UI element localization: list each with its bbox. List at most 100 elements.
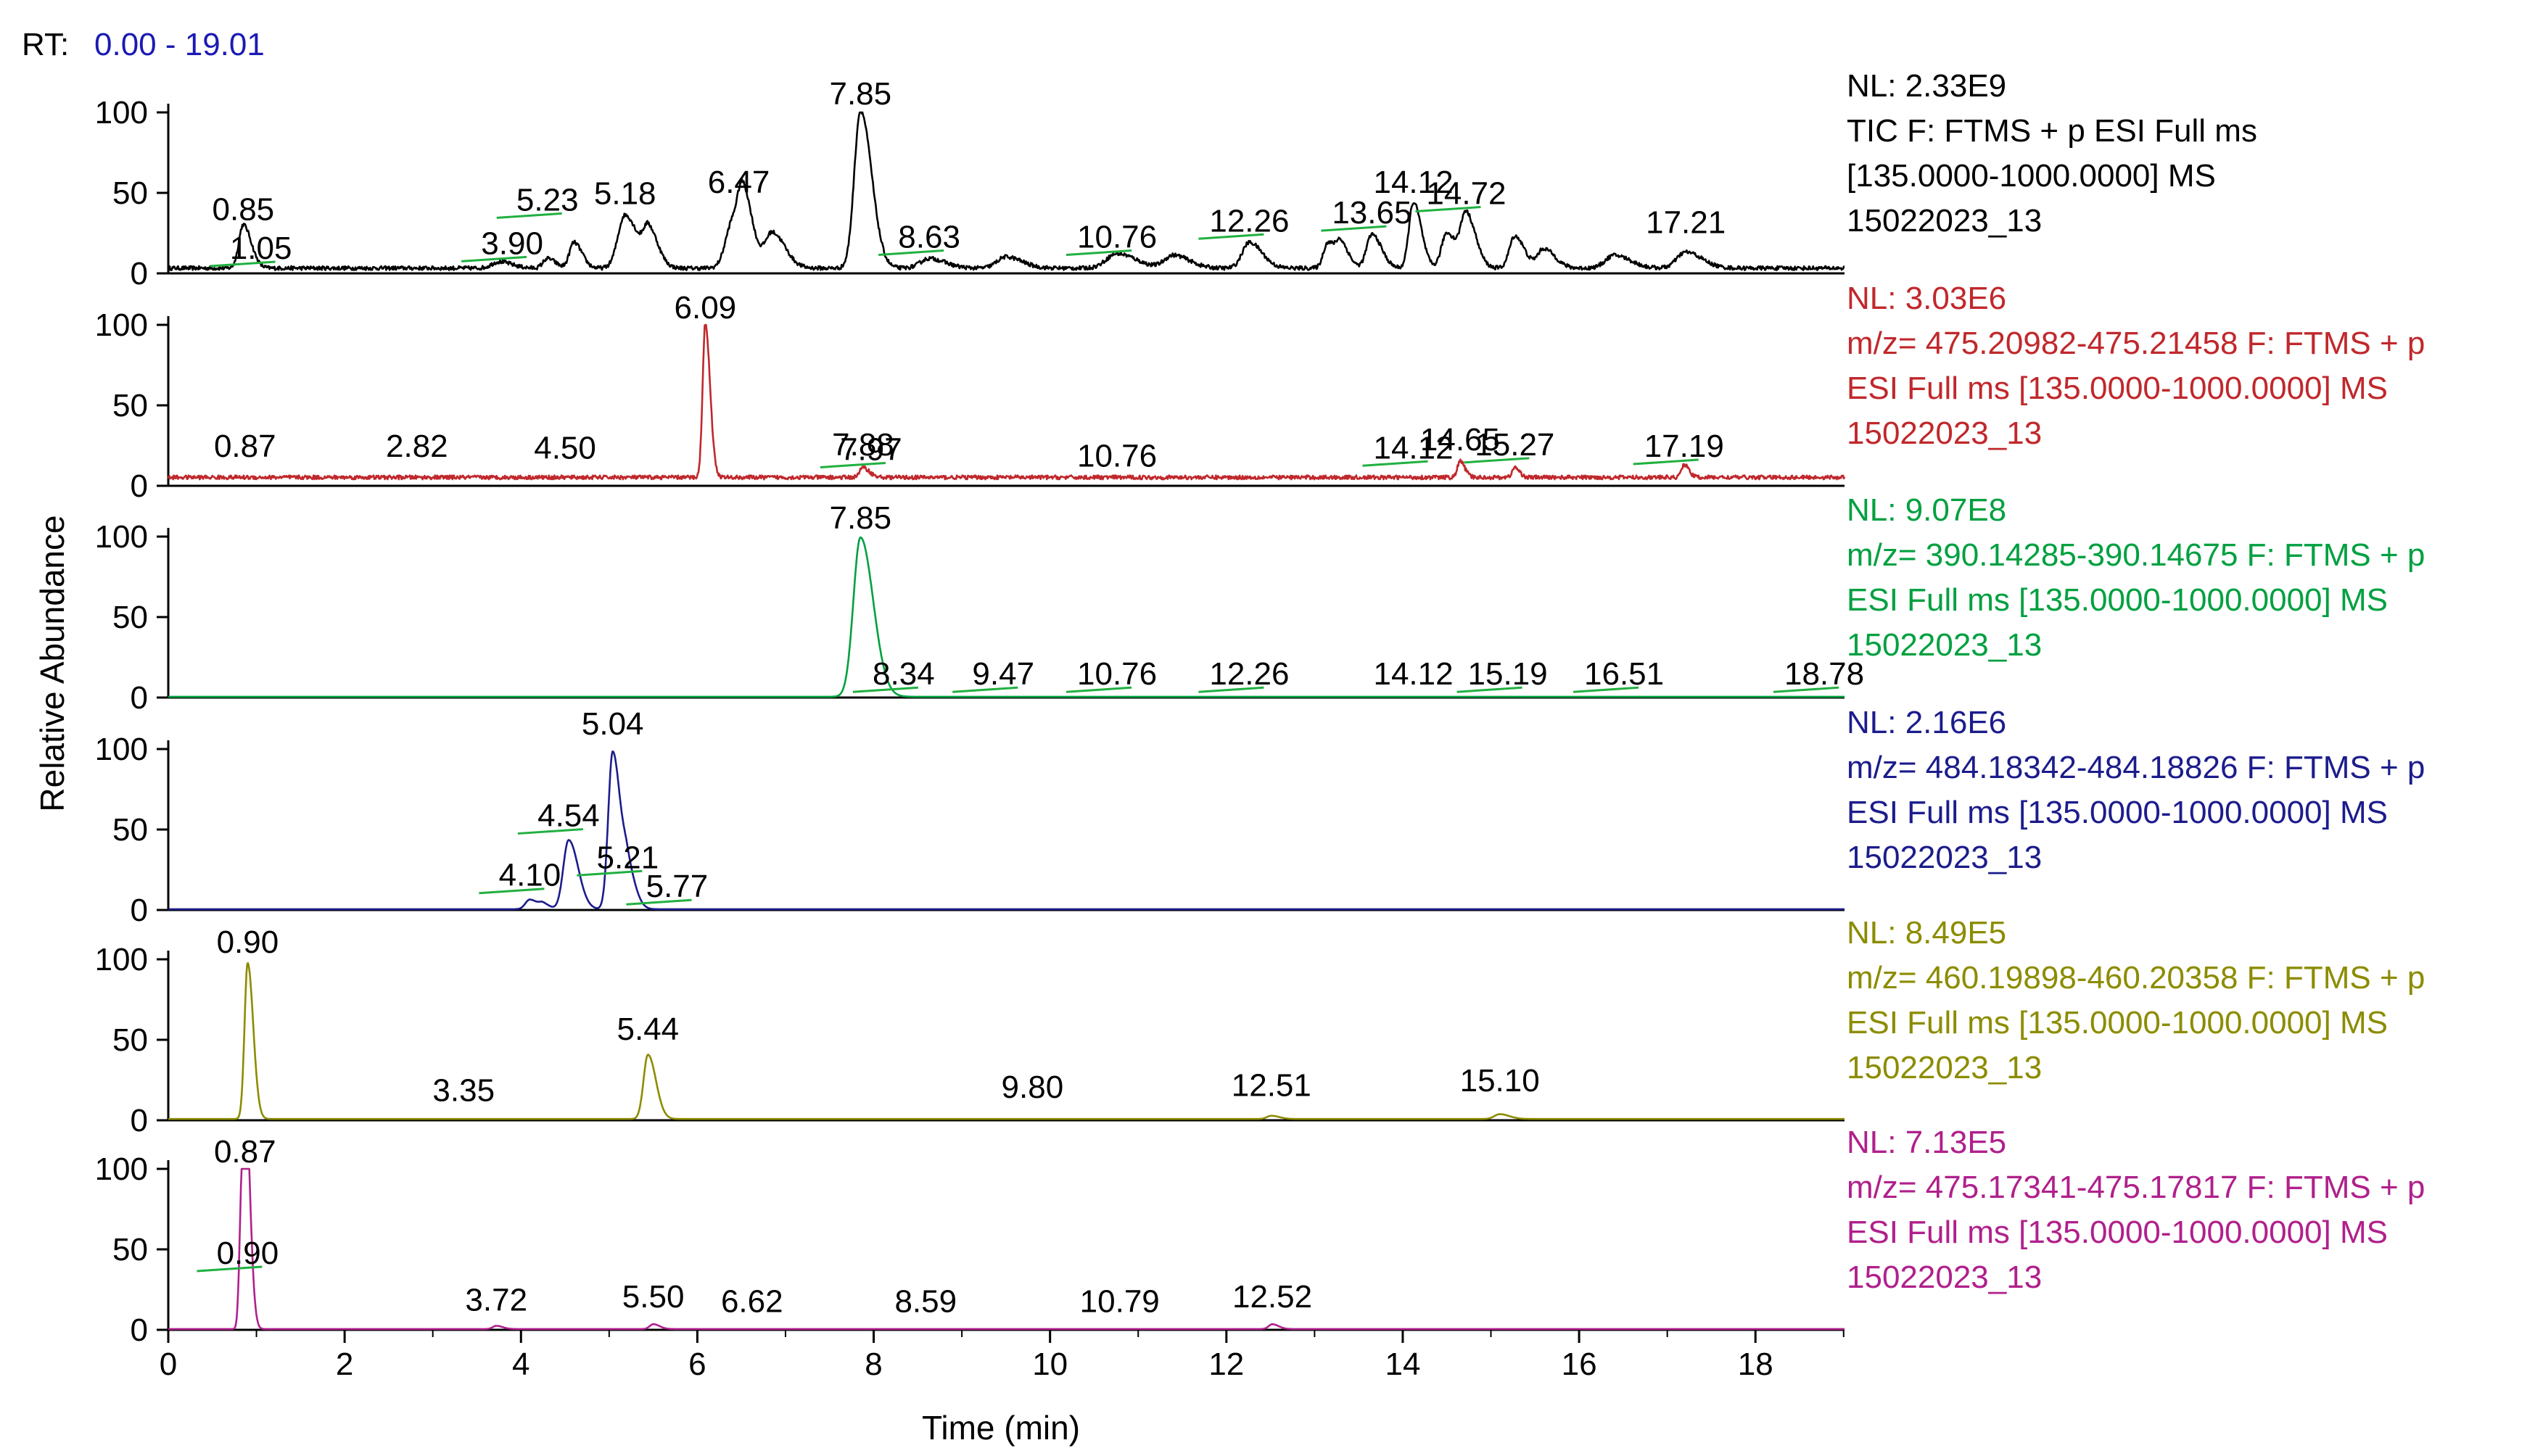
trace-info-line: m/z= 460.19898-460.20358 F: FTMS + p: [1847, 960, 2425, 996]
y-tick-label: 50: [112, 812, 148, 848]
peak-label-marker: [1198, 686, 1264, 693]
trace-info-line: 15022023_13: [1847, 1259, 2042, 1295]
x-tick-label: 4: [512, 1347, 529, 1382]
peak-label-marker: [1198, 233, 1264, 240]
peak-label: 15.27: [1475, 427, 1554, 463]
peak-label: 6.62: [721, 1284, 783, 1320]
peak-label: 5.77: [646, 869, 709, 904]
peak-label: 7.88: [832, 427, 894, 463]
peak-label: 10.76: [1077, 656, 1157, 692]
peak-label: 5.50: [622, 1279, 685, 1315]
x-tick-label: 8: [865, 1347, 882, 1382]
peak-label: 14.12: [1373, 430, 1453, 466]
y-tick-label: 0: [131, 680, 148, 716]
trace-info-line: m/z= 475.20982-475.21458 F: FTMS + p: [1847, 326, 2425, 361]
trace-line: [168, 961, 1845, 1120]
trace-info-line: 15022023_13: [1847, 415, 2042, 451]
y-tick-label: 100: [95, 307, 148, 343]
peak-label: 7.85: [829, 76, 891, 112]
peak-label: 5.44: [617, 1012, 680, 1047]
y-tick-label: 0: [131, 1103, 148, 1138]
trace-line: [168, 750, 1845, 911]
y-tick-label: 0: [131, 1312, 148, 1348]
peak-label-marker: [1464, 457, 1530, 464]
peak-label-marker: [1773, 686, 1839, 693]
trace-info-line: ESI Full ms [135.0000-1000.0000] MS: [1847, 1005, 2388, 1041]
peak-label: 12.51: [1232, 1068, 1311, 1104]
peak-label: 7.97: [840, 431, 902, 467]
peak-label-marker: [1415, 206, 1481, 213]
peak-label: 10.76: [1077, 219, 1157, 255]
trace-panel: 0 50 100 4.10 4.54 5.04 5.215.77 NL: 2.16E6 m/z=…: [95, 705, 2425, 928]
y-tick-label: 50: [112, 600, 148, 635]
y-tick-label: 0: [131, 468, 148, 504]
peak-label-marker: [820, 461, 886, 468]
peak-label: 9.80: [1002, 1070, 1064, 1105]
trace-info-line: 15022023_13: [1847, 1050, 2042, 1085]
trace-panel: 0 50 100 0.851.05 3.90 5.23 5.18 6.47 7.85 8.63 10…: [95, 68, 2257, 291]
trace-panel: 0 50 100 0.90 3.35 5.44 9.80 12.51 15.10 NL: 8.49…: [95, 915, 2425, 1138]
peak-label-marker: [1633, 458, 1699, 466]
x-tick-label: 14: [1385, 1347, 1420, 1382]
trace-panel: 0 50 100 7.85 8.34 9.47 10.76 12.26 14.12 15.19 16…: [95, 492, 2425, 716]
peak-label: 14.72: [1426, 176, 1506, 212]
peak-label: 8.34: [873, 656, 935, 692]
peak-label: 16.51: [1584, 656, 1664, 692]
peak-label: 10.79: [1080, 1284, 1160, 1320]
trace-info-line: ESI Full ms [135.0000-1000.0000] MS: [1847, 795, 2388, 830]
peak-label: 1.05: [230, 231, 292, 266]
y-tick-label: 50: [112, 388, 148, 423]
peak-label: 14.12: [1373, 656, 1453, 692]
peak-label: 13.65: [1332, 195, 1411, 231]
y-tick-label: 100: [95, 1151, 148, 1187]
peak-label: 5.21: [597, 840, 659, 875]
x-tick-label: 12: [1208, 1347, 1244, 1382]
peak-label: 4.50: [534, 430, 596, 466]
peak-label: 0.87: [214, 1134, 276, 1170]
peak-label: 2.82: [386, 429, 448, 464]
rt-range: 0.00 - 19.01: [94, 27, 265, 62]
trace-info-line: NL: 2.33E9: [1847, 68, 2006, 104]
trace-line: [168, 1167, 1845, 1331]
x-axis-title: Time (min): [922, 1409, 1080, 1447]
y-axis-title: Relative Abundance: [33, 515, 71, 811]
peak-label: 0.90: [217, 925, 279, 960]
peak-label: 3.90: [481, 226, 543, 261]
peak-label: 0.85: [213, 192, 275, 228]
y-tick-label: 50: [112, 1232, 148, 1267]
y-tick-label: 100: [95, 942, 148, 977]
y-tick-label: 50: [112, 175, 148, 211]
peak-label-marker: [878, 249, 944, 256]
peak-label-marker: [496, 212, 562, 219]
peak-label: 17.21: [1646, 205, 1726, 241]
trace-info-line: 15022023_13: [1847, 840, 2042, 875]
trace-info-line: ESI Full ms [135.0000-1000.0000] MS: [1847, 371, 2388, 406]
peak-label: 14.65: [1420, 422, 1500, 458]
x-tick-label: 10: [1032, 1347, 1068, 1382]
peak-label-marker: [1321, 225, 1387, 232]
peak-label-marker: [952, 686, 1018, 693]
peak-label-marker: [461, 255, 527, 262]
peak-label: 4.54: [537, 798, 600, 834]
peak-label: 0.90: [217, 1236, 279, 1271]
peak-label: 7.85: [829, 500, 891, 536]
y-tick-label: 100: [95, 732, 148, 767]
peak-label: 14.12: [1373, 165, 1453, 200]
trace-info-line: TIC F: FTMS + p ESI Full ms: [1847, 113, 2257, 149]
trace-info-line: 15022023_13: [1847, 627, 2042, 663]
peak-label-marker: [626, 898, 692, 906]
trace-line: [167, 111, 1845, 271]
y-tick-label: 50: [112, 1022, 148, 1058]
trace-panel: 0 50 100 0.87 2.82 4.50 6.09 7.887.97 10.76 14.12…: [95, 281, 2425, 504]
y-tick-label: 100: [95, 519, 148, 555]
peak-label: 6.09: [675, 290, 737, 326]
x-tick-label: 18: [1738, 1347, 1773, 1382]
peak-label: 8.59: [894, 1284, 957, 1320]
peak-label: 5.18: [594, 176, 656, 212]
peak-label: 5.23: [516, 182, 579, 218]
peak-label-marker: [1066, 686, 1132, 693]
peak-label: 10.76: [1077, 438, 1157, 473]
peak-label: 6.47: [708, 165, 770, 200]
